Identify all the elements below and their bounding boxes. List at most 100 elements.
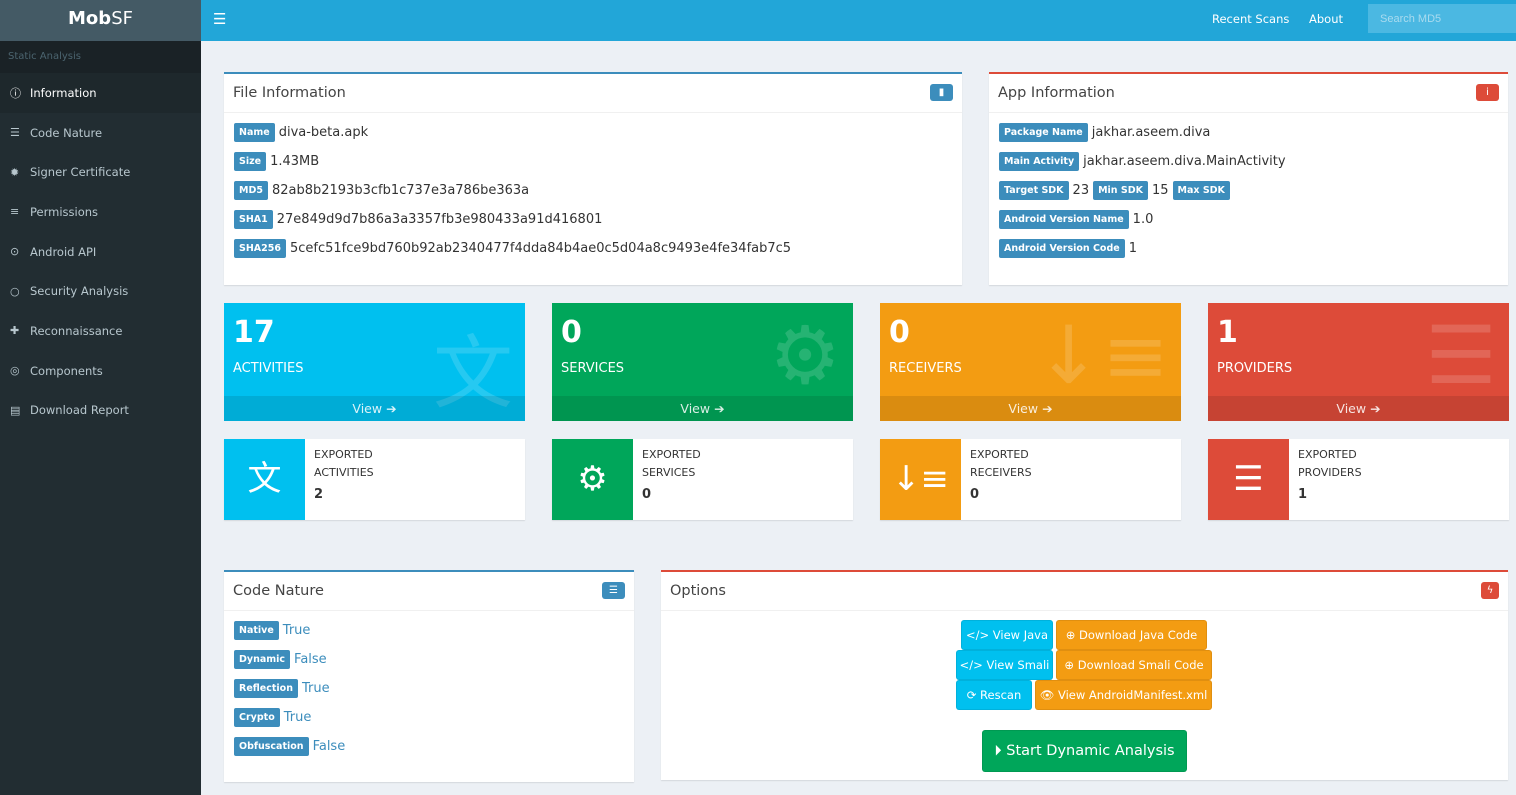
sha1-value: 27e849d9d7b86a3a3357fb3e980433a91d416801 [276, 212, 603, 227]
view-smali-button[interactable]: </> View Smali [956, 650, 1053, 680]
gears-icon: ⚙ [769, 309, 841, 402]
circle-icon: ○ [10, 284, 20, 298]
exported-services-box: ⚙ EXPORTED SERVICES 0 [552, 439, 853, 520]
max-sdk-label: Max SDK [1172, 181, 1230, 200]
box-title: Options [670, 583, 726, 599]
activities-view-link[interactable]: View ➔ [224, 396, 525, 421]
activities-count: 17 [233, 315, 275, 350]
database-icon: ☰ [1208, 439, 1289, 520]
rescan-button[interactable]: ⟳ Rescan [956, 680, 1032, 710]
activities-label: ACTIVITIES [233, 361, 304, 376]
box-title: Code Nature [233, 583, 324, 599]
language-icon: 文 [433, 327, 513, 420]
server-icon: ☰ [10, 126, 20, 140]
list-icon: ≡ [10, 205, 20, 219]
version-code-value: 1 [1128, 241, 1137, 256]
info-icon: i [1476, 84, 1499, 101]
version-code-label: Android Version Code [999, 239, 1125, 258]
sidebar-item-permissions[interactable]: ≡ Permissions [10, 204, 99, 219]
exported-activities-box: 文 EXPORTED ACTIVITIES 2 [224, 439, 525, 520]
providers-label: PROVIDERS [1217, 361, 1293, 376]
min-sdk-value: 15 [1151, 183, 1169, 198]
app-information-box: App Information i Package Name jakhar.asee… [989, 72, 1508, 285]
services-label: SERVICES [561, 361, 625, 376]
reflection-value: True [301, 681, 330, 696]
services-view-link[interactable]: View ➔ [552, 396, 853, 421]
native-value: True [282, 623, 311, 638]
start-dynamic-analysis-button[interactable]: ⏵ Start Dynamic Analysis [982, 730, 1187, 772]
providers-tile: 1 PROVIDERS ☰ View ➔ [1208, 303, 1509, 421]
obfuscation-label: Obfuscation [234, 737, 309, 756]
sha1-label: SHA1 [234, 210, 273, 229]
about-link[interactable]: About [1309, 12, 1344, 26]
min-sdk-label: Min SDK [1093, 181, 1148, 200]
refresh-icon: ⟳ [966, 688, 977, 702]
code-icon: </> [965, 628, 990, 642]
size-value: 1.43MB [270, 154, 320, 169]
plus-icon: ✚ [10, 324, 20, 338]
recent-scans-link[interactable]: Recent Scans [1212, 12, 1290, 26]
sidebar-item-download-report[interactable]: ▤ Download Report [10, 403, 129, 418]
crypto-label: Crypto [234, 708, 280, 727]
receivers-tile: 0 RECEIVERS ↓≡ View ➔ [880, 303, 1181, 421]
sidebar-item-android-api[interactable]: ⊙ Android API [10, 244, 97, 259]
code-icon: </> [959, 658, 983, 672]
certificate-icon: ✹ [10, 165, 20, 179]
language-icon: 文 [224, 439, 305, 520]
hamburger-menu-icon[interactable]: ☰ [213, 10, 227, 28]
receivers-label: RECEIVERS [889, 361, 962, 376]
providers-view-link[interactable]: View ➔ [1208, 396, 1509, 421]
search-md5-input[interactable] [1368, 4, 1516, 33]
md5-label: MD5 [234, 181, 268, 200]
package-name-label: Package Name [999, 123, 1088, 142]
sidebar: MobSF Static Analysis ⓘ Information ☰ Code… [0, 0, 201, 795]
dynamic-value: False [294, 652, 327, 667]
sha256-value: 5cefc51fce9bd760b92ab2340477f4dda84b4ae0… [289, 241, 792, 256]
arrow-circle-right-icon: ➔ [1042, 401, 1053, 416]
services-tile: 0 SERVICES ⚙ View ➔ [552, 303, 853, 421]
sidebar-item-components[interactable]: ◎ Components [10, 363, 103, 378]
file-icon: ▮ [930, 84, 953, 101]
code-nature-box: Code Nature ☰ Native True Dynamic False Ref… [224, 570, 634, 782]
native-label: Native [234, 621, 279, 640]
sidebar-section-header: Static Analysis [0, 41, 201, 73]
exported-services-count: 0 [642, 487, 652, 502]
sort-amount-desc-icon: ↓≡ [880, 439, 961, 520]
sidebar-item-security-analysis[interactable]: ○ Security Analysis [10, 284, 129, 299]
logo[interactable]: MobSF [0, 0, 201, 41]
md5-value: 82ab8b2193b3cfb1c737e3a786be363a [271, 183, 530, 198]
sidebar-item-signer-certificate[interactable]: ✹ Signer Certificate [10, 165, 131, 180]
sidebar-item-information[interactable]: ⓘ Information [0, 73, 201, 113]
activities-tile: 17 ACTIVITIES 文 View ➔ [224, 303, 525, 421]
download-icon: ⊕ [1064, 658, 1075, 672]
download-smali-code-button[interactable]: ⊕ Download Smali Code [1056, 650, 1212, 680]
file-information-box: File Information ▮ Name diva-beta.apk Size… [224, 72, 962, 285]
download-icon: ⊕ [1065, 628, 1076, 642]
bolt-icon: ϟ [1481, 582, 1499, 599]
receivers-view-link[interactable]: View ➔ [880, 396, 1181, 421]
dot-circle-icon: ⊙ [10, 245, 20, 259]
main-activity-value: jakhar.aseem.diva.MainActivity [1083, 154, 1286, 169]
name-value: diva-beta.apk [278, 125, 369, 140]
providers-count: 1 [1217, 315, 1238, 350]
box-title: File Information [233, 85, 346, 101]
info-circle-icon: ⓘ [10, 86, 21, 100]
version-name-value: 1.0 [1132, 212, 1154, 227]
reflection-label: Reflection [234, 679, 298, 698]
obfuscation-value: False [312, 739, 346, 754]
exported-activities-count: 2 [314, 487, 324, 502]
name-label: Name [234, 123, 275, 142]
view-java-button[interactable]: </> View Java [961, 620, 1053, 650]
exported-receivers-box: ↓≡ EXPORTED RECEIVERS 0 [880, 439, 1181, 520]
sidebar-item-code-nature[interactable]: ☰ Code Nature [10, 125, 103, 140]
arrow-circle-right-icon: ➔ [714, 401, 725, 416]
download-java-code-button[interactable]: ⊕ Download Java Code [1056, 620, 1207, 650]
receivers-count: 0 [889, 315, 910, 350]
crypto-value: True [283, 710, 312, 725]
report-icon: ▤ [10, 403, 21, 417]
view-android-manifest-button[interactable]: 👁 View AndroidManifest.xml [1035, 680, 1212, 710]
sidebar-item-reconnaissance[interactable]: ✚ Reconnaissance [10, 323, 123, 338]
main-activity-label: Main Activity [999, 152, 1080, 171]
size-label: Size [234, 152, 267, 171]
version-name-label: Android Version Name [999, 210, 1129, 229]
